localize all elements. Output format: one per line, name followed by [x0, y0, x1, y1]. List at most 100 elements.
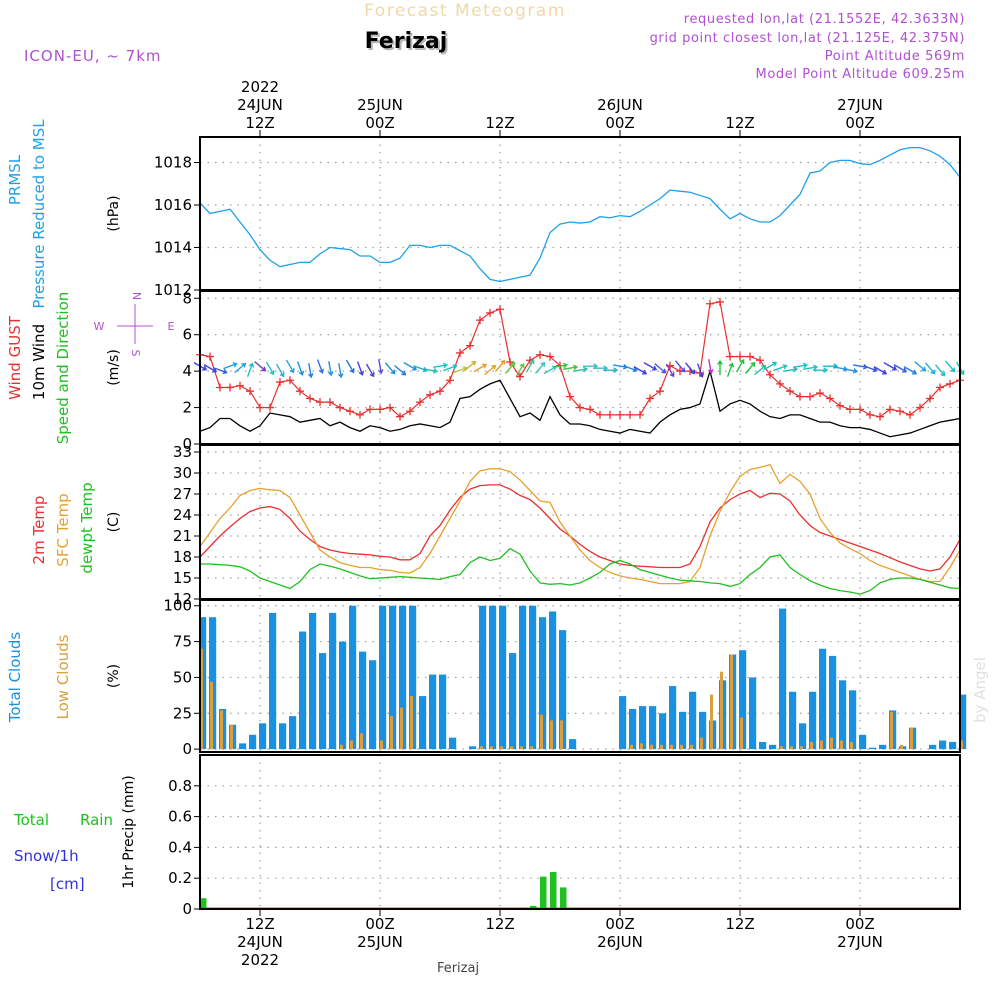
gust-point: [386, 403, 394, 412]
low-cloud-bar: [830, 737, 833, 750]
gust-point: [646, 394, 654, 403]
total-cloud-bar: [379, 605, 387, 750]
gust-point: [276, 378, 284, 387]
low-cloud-bar: [350, 740, 353, 750]
x-tick-label-bottom: 12Z: [485, 915, 514, 933]
total-cloud-bar: [769, 744, 777, 750]
x-tick-label-top: 25JUN: [357, 96, 403, 114]
total-cloud-bar: [679, 711, 687, 750]
y-tick-label-temperature: 30: [173, 464, 192, 482]
gust-point: [716, 297, 724, 306]
wind-direction-arrow: [934, 364, 946, 377]
gust-point: [816, 389, 824, 397]
y-tick-label-temperature: 27: [173, 485, 192, 503]
gust-point: [836, 401, 844, 410]
gust-point: [546, 352, 554, 361]
x-tick-label-top: 26JUN: [597, 96, 643, 114]
total-cloud-bar: [839, 680, 847, 750]
total-cloud-bar: [569, 739, 577, 750]
total-cloud-bar: [319, 653, 327, 750]
wind-direction-arrow: [763, 361, 778, 371]
wind-direction-arrow: [842, 368, 859, 374]
gust-point: [576, 403, 584, 412]
wind-direction-arrow: [665, 363, 675, 378]
y-axis-label-pressure: (hPa): [106, 195, 122, 231]
gust-point: [226, 383, 234, 392]
wind-direction-arrow: [203, 364, 218, 373]
gust-point: [896, 407, 904, 416]
total-cloud-bar: [269, 612, 277, 750]
total-cloud-bar: [639, 706, 647, 750]
x-tick-label-top: 00Z: [605, 114, 634, 132]
total-cloud-bar: [739, 650, 747, 750]
grid-coords: grid point closest lon,lat (21.125E, 42.…: [650, 31, 965, 46]
wind-direction-arrow: [572, 366, 589, 373]
y-tick-label-temperature: 24: [173, 506, 192, 524]
gust-point: [206, 352, 214, 361]
y-tick-label-temperature: 15: [173, 569, 192, 587]
y-tick-label-clouds: 0: [182, 740, 192, 758]
total-cloud-bar: [629, 708, 637, 750]
low-cloud-bar: [900, 744, 903, 750]
low-cloud-bar: [520, 746, 523, 750]
wind-direction-arrow: [534, 361, 546, 374]
requested-coords: requested lon,lat (21.1552E, 42.3633N): [684, 12, 965, 27]
series-line-temperature-0: [199, 484, 961, 572]
wind-direction-arrow: [432, 362, 449, 369]
wind-direction-arrow: [484, 364, 497, 376]
gust-point: [866, 410, 874, 419]
gust-point: [886, 405, 894, 414]
total-cloud-bar: [549, 611, 557, 750]
total-cloud-bar: [949, 741, 957, 750]
wind-direction-arrow: [422, 368, 439, 374]
label-total: Total: [13, 811, 49, 829]
x-tick-label-bottom: 00Z: [365, 915, 394, 933]
y-tick-label-precip: 0.8: [168, 777, 192, 795]
low-cloud-bar: [340, 744, 343, 750]
low-cloud-bar: [890, 711, 893, 750]
total-cloud-bar: [789, 691, 797, 750]
gust-point: [536, 350, 544, 359]
x-tick-label-bottom: 26JUN: [597, 933, 643, 951]
total-cloud-bar: [479, 605, 487, 750]
compass-north: N: [130, 292, 143, 300]
gust-point: [876, 412, 884, 421]
wind-direction-arrow: [792, 362, 809, 369]
total-cloud-bar: [399, 605, 407, 750]
compass-south: S: [129, 350, 142, 357]
panel-frame-wind: [199, 290, 961, 445]
gust-point: [316, 398, 324, 407]
gust-point: [296, 387, 304, 396]
gust-point: [796, 392, 804, 401]
series-line-gust: [199, 301, 961, 418]
low-cloud-bar: [700, 737, 703, 750]
total-cloud-bar: [859, 734, 867, 750]
rain-bar: [540, 876, 547, 909]
gust-point: [846, 405, 854, 414]
wind-direction-arrow: [246, 362, 255, 377]
gust-point: [946, 379, 954, 388]
total-cloud-bar: [469, 746, 477, 750]
gust-point: [606, 410, 614, 419]
wind-direction-arrow: [356, 361, 365, 376]
gust-point: [426, 390, 434, 399]
total-cloud-bar: [429, 674, 437, 750]
model-label: ICON-EU, ~ 7km: [24, 47, 162, 65]
wind-direction-arrow: [316, 359, 325, 374]
x-tick-label-top: 2022: [241, 78, 279, 96]
wind-direction-arrow: [674, 360, 686, 373]
low-cloud-bar: [720, 671, 723, 750]
low-cloud-bar: [820, 740, 823, 750]
y-tick-label-clouds: 100: [163, 597, 192, 615]
gust-point: [346, 407, 354, 416]
low-cloud-bar: [960, 740, 963, 750]
wind-direction-arrow: [365, 363, 375, 378]
total-cloud-bar: [489, 605, 497, 750]
compass-west: W: [94, 320, 105, 333]
total-cloud-bar: [829, 655, 837, 750]
low-cloud-bar: [360, 733, 363, 750]
wind-direction-arrow: [234, 362, 247, 374]
gust-point: [396, 412, 404, 421]
total-cloud-bar: [389, 605, 397, 750]
